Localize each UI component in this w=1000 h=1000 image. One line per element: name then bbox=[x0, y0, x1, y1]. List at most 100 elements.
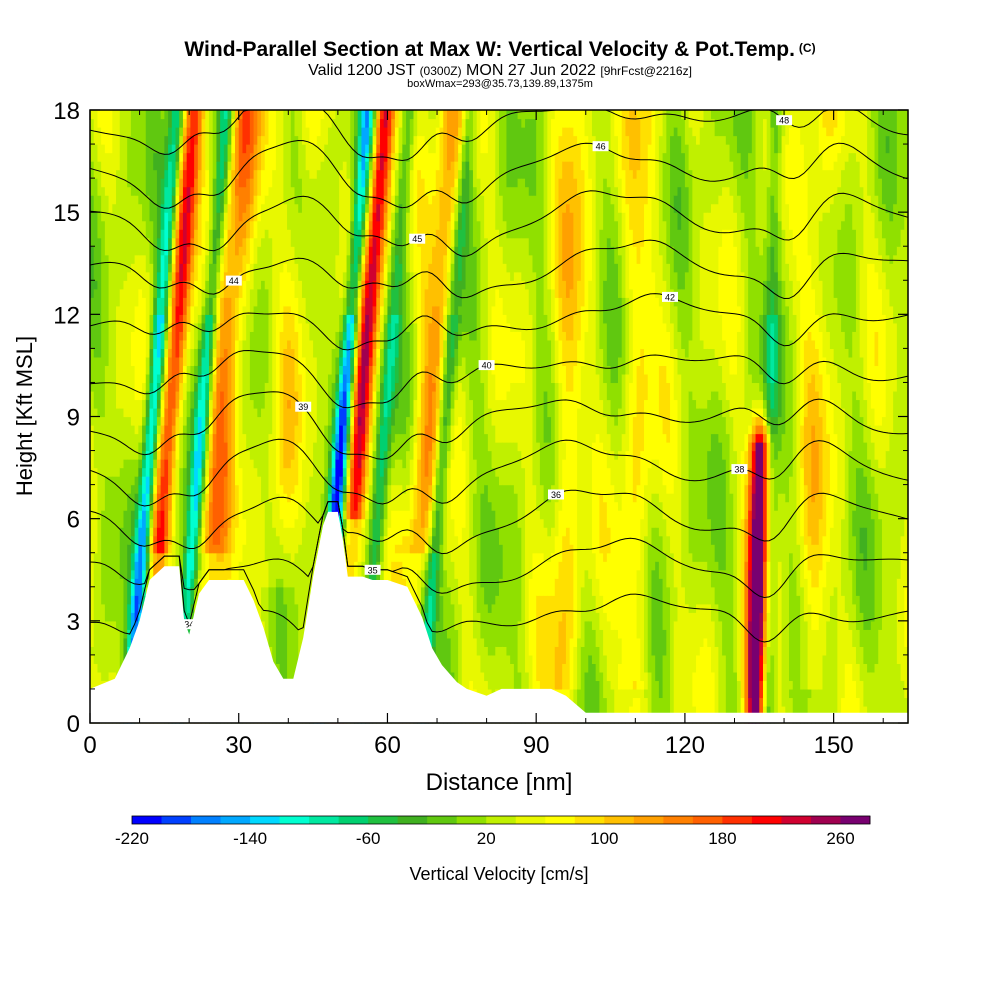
w-cell bbox=[327, 467, 333, 486]
contour-label-bg bbox=[662, 291, 678, 302]
w-cell bbox=[420, 569, 426, 588]
w-cell bbox=[182, 578, 188, 613]
w-cell bbox=[350, 314, 355, 324]
w-cell bbox=[290, 110, 296, 188]
w-cell bbox=[789, 552, 794, 682]
w-cell bbox=[562, 442, 567, 460]
y-tick-label: 9 bbox=[67, 405, 80, 432]
w-cell bbox=[368, 178, 374, 188]
w-cell bbox=[182, 339, 188, 349]
colorbar-tick-label: -220 bbox=[115, 829, 149, 848]
w-cell bbox=[725, 433, 731, 724]
w-cell bbox=[458, 212, 463, 230]
w-cell bbox=[476, 220, 482, 613]
w-cell bbox=[342, 442, 348, 452]
w-cell bbox=[365, 544, 370, 571]
w-cell bbox=[855, 399, 861, 469]
w-cell bbox=[197, 288, 203, 315]
w-cell bbox=[153, 442, 158, 452]
w-cell bbox=[212, 263, 218, 298]
w-cell bbox=[491, 110, 496, 307]
w-cell bbox=[257, 169, 262, 196]
w-cell bbox=[636, 365, 641, 486]
w-cell bbox=[446, 407, 452, 426]
w-cell bbox=[179, 314, 184, 332]
w-cell bbox=[658, 578, 664, 699]
w-cell bbox=[632, 501, 638, 682]
w-cell bbox=[361, 433, 366, 452]
w-cell bbox=[751, 399, 757, 409]
w-cell bbox=[253, 144, 258, 171]
w-cell bbox=[227, 127, 232, 145]
w-cell bbox=[870, 110, 876, 128]
w-cell bbox=[145, 493, 151, 511]
w-cell bbox=[383, 314, 389, 324]
w-cell bbox=[744, 484, 749, 520]
w-cell bbox=[811, 110, 816, 290]
w-cell bbox=[595, 680, 600, 724]
w-cell bbox=[316, 110, 322, 137]
w-cell bbox=[647, 501, 653, 545]
w-cell bbox=[502, 484, 508, 647]
w-cell bbox=[484, 646, 489, 682]
w-cell bbox=[194, 450, 199, 511]
w-cell bbox=[439, 382, 444, 401]
w-cell bbox=[736, 680, 742, 724]
w-cell bbox=[130, 612, 136, 639]
w-cell bbox=[439, 110, 444, 128]
w-cell bbox=[547, 501, 552, 537]
w-cell bbox=[171, 152, 177, 188]
w-cell bbox=[495, 229, 500, 290]
w-cell bbox=[346, 254, 351, 281]
w-cell bbox=[97, 195, 102, 239]
w-cell bbox=[710, 390, 716, 435]
w-cell bbox=[368, 501, 374, 520]
w-cell bbox=[220, 178, 225, 196]
w-cell bbox=[142, 297, 147, 384]
w-cell bbox=[632, 110, 638, 179]
w-cell bbox=[216, 161, 221, 213]
w-cell bbox=[168, 510, 173, 545]
w-cell bbox=[205, 425, 210, 435]
w-cell bbox=[264, 586, 270, 664]
w-cell bbox=[815, 629, 820, 690]
w-cell bbox=[848, 569, 853, 630]
w-cell bbox=[815, 442, 820, 494]
colorbar-swatch bbox=[456, 816, 487, 824]
w-cell bbox=[670, 356, 675, 494]
w-cell bbox=[301, 527, 307, 724]
w-cell bbox=[725, 229, 731, 358]
w-cell bbox=[168, 254, 173, 264]
w-cell bbox=[402, 467, 407, 494]
w-cell bbox=[454, 314, 459, 332]
w-cell bbox=[168, 280, 173, 298]
w-cell bbox=[361, 110, 366, 128]
w-cell bbox=[439, 442, 444, 545]
w-cell bbox=[673, 399, 679, 477]
w-cell bbox=[372, 322, 377, 332]
w-cell bbox=[499, 544, 504, 579]
w-cell bbox=[684, 271, 690, 358]
colorbar-swatch bbox=[161, 816, 192, 824]
w-cell bbox=[194, 510, 199, 528]
w-cell bbox=[762, 280, 768, 315]
w-cell bbox=[406, 161, 411, 213]
w-cell bbox=[182, 322, 188, 341]
w-cell bbox=[699, 110, 705, 128]
w-cell bbox=[145, 425, 151, 435]
w-cell bbox=[636, 637, 641, 690]
w-cell bbox=[383, 535, 389, 571]
w-cell bbox=[569, 127, 574, 162]
w-cell bbox=[350, 339, 355, 349]
w-cell bbox=[190, 305, 195, 324]
w-cell bbox=[554, 578, 560, 647]
w-cell bbox=[160, 373, 165, 384]
w-cell bbox=[182, 263, 188, 281]
w-cell bbox=[383, 161, 389, 179]
w-cell bbox=[361, 459, 366, 477]
w-cell bbox=[368, 356, 374, 367]
w-cell bbox=[755, 246, 760, 384]
w-cell bbox=[119, 407, 125, 469]
w-cell bbox=[205, 510, 210, 537]
w-cell bbox=[93, 110, 99, 145]
